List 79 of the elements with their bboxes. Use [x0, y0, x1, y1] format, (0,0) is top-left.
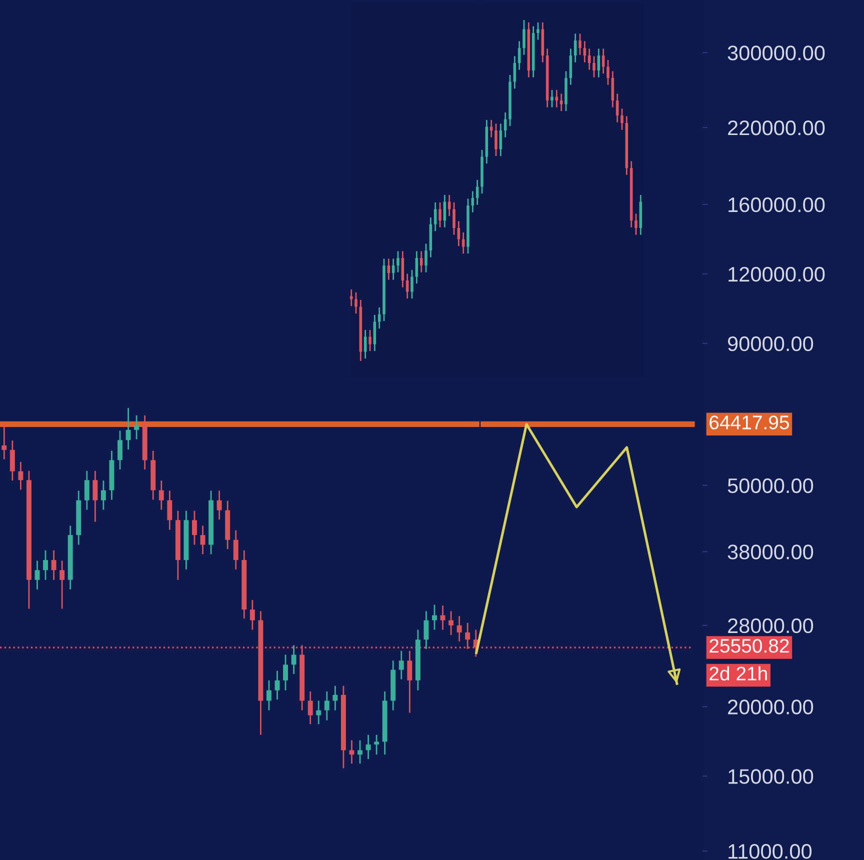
y-tick-label: 20000.00: [728, 700, 814, 714]
candlestick: [216, 490, 222, 520]
candlestick: [349, 740, 354, 764]
candlestick: [410, 269, 414, 300]
candlestick: [233, 530, 238, 570]
y-tick-label: 300000.00: [728, 46, 825, 60]
candlestick: [274, 670, 280, 700]
y-tick-label: 220000.00: [728, 120, 825, 136]
candlestick: [126, 407, 131, 450]
candlestick: [606, 59, 610, 86]
candlestick: [2, 424, 7, 460]
candlestick: [316, 700, 322, 725]
ref-line-label: 25550.82: [710, 638, 789, 653]
y-tick-label: 38000.00: [728, 544, 814, 560]
candlestick: [18, 461, 24, 490]
candlestick: [324, 690, 330, 722]
candlestick: [92, 470, 98, 522]
candlestick: [499, 122, 502, 157]
y-tick-label: 160000.00: [728, 197, 825, 212]
candlestick: [291, 644, 296, 675]
candlestick: [354, 292, 358, 314]
candlestick: [456, 615, 462, 642]
candlestick: [60, 560, 65, 610]
candlestick: [51, 550, 56, 581]
candlestick: [368, 329, 372, 352]
candlestick: [192, 510, 197, 546]
candlestick: [465, 622, 470, 650]
candlestick: [378, 306, 381, 330]
candlestick: [550, 89, 554, 108]
candlestick: [620, 108, 624, 131]
candlestick: [167, 490, 172, 530]
candlestick: [118, 430, 122, 470]
candlestick: [424, 242, 428, 274]
candlestick: [440, 604, 446, 630]
candlestick: [462, 232, 465, 254]
candlestick: [448, 610, 454, 636]
candlestick: [592, 55, 596, 78]
candlestick: [424, 610, 429, 650]
candlestick: [438, 202, 442, 228]
candlestick: [250, 599, 255, 630]
candlestick: [634, 212, 638, 236]
candlestick: [452, 202, 456, 236]
candlestick: [158, 480, 164, 510]
y-tick-label: 90000.00: [728, 336, 814, 352]
candlestick: [448, 194, 451, 217]
y-tick-label: 50000.00: [728, 478, 814, 494]
candlestick: [84, 470, 90, 510]
candlestick: [34, 560, 40, 590]
y-tick-label: 11000.00: [728, 844, 812, 859]
candlestick: [350, 288, 353, 307]
y-tick-label: 120000.00: [728, 266, 825, 282]
candlestick: [578, 32, 582, 56]
candlestick: [432, 604, 437, 630]
candlestick: [522, 19, 526, 56]
line-series: [475, 422, 678, 685]
candlestick: [332, 685, 338, 712]
candlestick: [443, 194, 446, 228]
candlestick: [398, 650, 404, 680]
candlestick: [308, 690, 313, 725]
candlestick: [283, 654, 288, 692]
candlestick: [396, 250, 400, 274]
candlestick: [407, 650, 412, 714]
text: 2d 21h: [710, 666, 767, 680]
candlestick: [602, 48, 605, 74]
candlestick: [406, 272, 409, 300]
candlestick: [10, 440, 15, 482]
y-tick-label: 15000.00: [728, 769, 814, 784]
candlestick: [358, 740, 362, 764]
candlestick: [513, 55, 516, 90]
candlestick: [494, 122, 498, 157]
candlestick: [536, 22, 540, 41]
candlestick: [366, 734, 371, 760]
candlestick: [43, 550, 48, 581]
ref-line-label: 64417.95: [710, 416, 789, 430]
candlestick: [100, 480, 106, 510]
candlestick: [374, 734, 380, 756]
y-tick-label: 28000.00: [728, 618, 814, 634]
candlestick: [266, 680, 272, 712]
candlestick: [134, 414, 140, 440]
